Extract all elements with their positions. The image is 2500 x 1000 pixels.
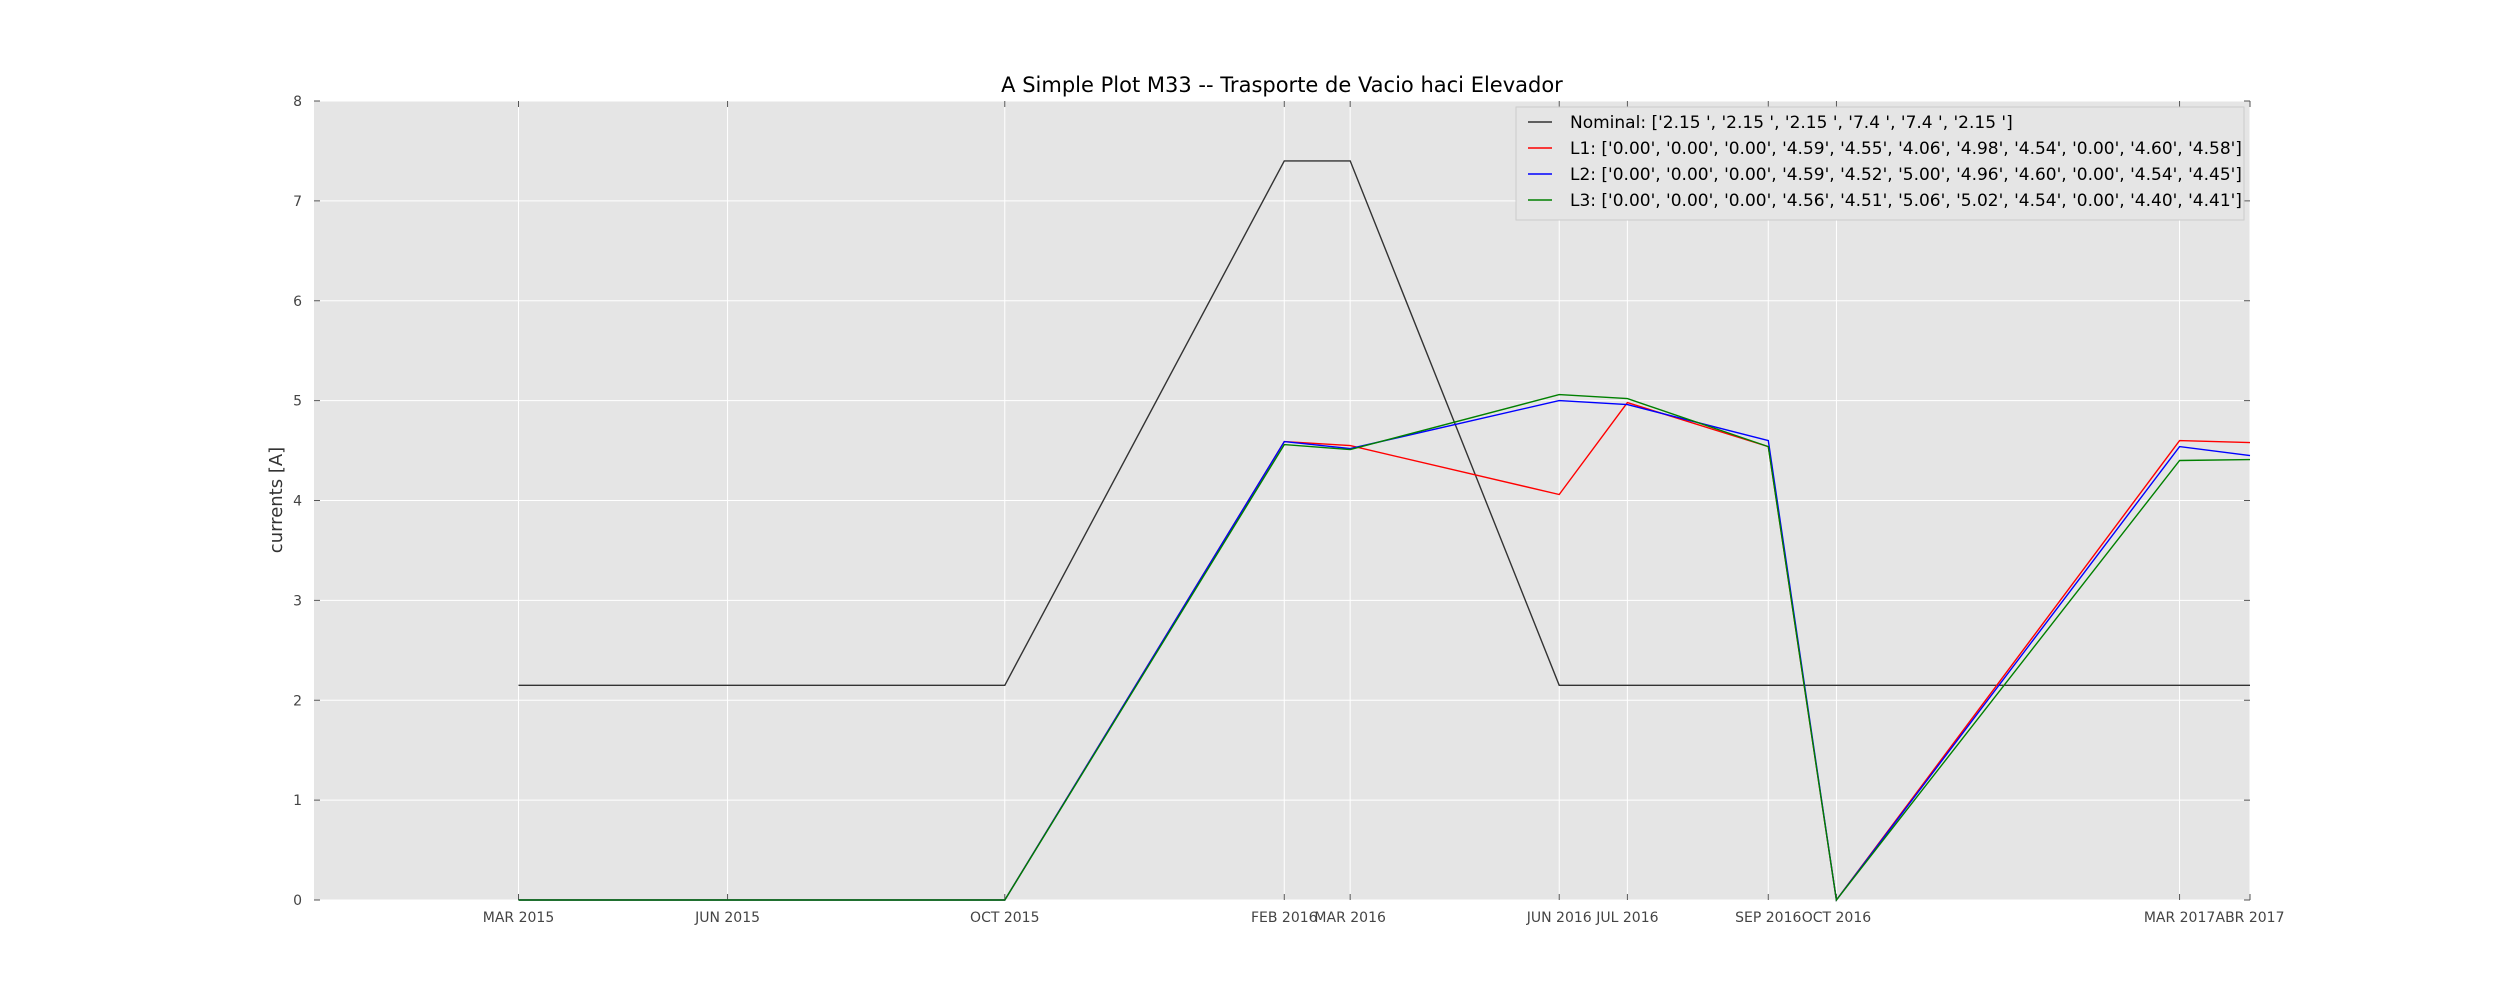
x-tick-label: OCT 2016 <box>1802 910 1872 926</box>
x-tick-label: MAR 2017 <box>2144 910 2215 926</box>
x-tick-label: FEB 2016 <box>1251 910 1318 926</box>
y-tick-label: 0 <box>293 893 302 909</box>
axis-ticks: 0 1 2 3 4 5 6 7 8 MAR 2015 JUN 2015 OCT 2015 FEB 201… <box>293 94 2284 926</box>
grid-lines <box>314 100 2251 901</box>
y-tick-label: 2 <box>293 693 302 709</box>
x-tick-label: JUN 2016 <box>1526 910 1592 926</box>
x-tick-label: JUN 2015 <box>694 910 760 926</box>
y-axis-title: currents [A] <box>266 447 287 553</box>
y-tick-label: 7 <box>293 194 302 210</box>
x-tick-label: JUL 2016 <box>1595 910 1658 926</box>
chart-title: A Simple Plot M33 -- Trasporte de Vacio … <box>1001 73 1563 97</box>
legend-box <box>1515 106 2245 221</box>
y-tick-label: 1 <box>293 793 302 809</box>
series-line-l3 <box>518 393 2251 902</box>
legend-entry: Nominal: ['2.15 ', '2.15 ', '2.15 ', '7.… <box>1570 113 2013 133</box>
x-tick-label: SEP 2016 <box>1735 910 1801 926</box>
legend-entry: L1: ['0.00', '0.00', '0.00', '4.59', '4.… <box>1570 139 2242 159</box>
x-tick-label: OCT 2015 <box>970 910 1039 926</box>
y-tick-label: 3 <box>293 593 302 609</box>
y-tick-label: 6 <box>293 294 302 310</box>
x-tick-label: ABR 2017 <box>2216 910 2285 926</box>
x-tick-label: MAR 2015 <box>483 910 554 926</box>
y-tick-label: 4 <box>293 494 302 510</box>
y-tick-label: 8 <box>293 94 302 110</box>
y-tick-label: 5 <box>293 394 302 410</box>
legend-entry: L3: ['0.00', '0.00', '0.00', '4.56', '4.… <box>1570 191 2242 211</box>
series-layer <box>518 160 2251 902</box>
legend: Nominal: ['2.15 ', '2.15 ', '2.15 ', '7.… <box>1515 106 2245 221</box>
series-line-nominal <box>518 160 2250 686</box>
x-tick-label: MAR 2016 <box>1314 910 1386 926</box>
legend-entry: L2: ['0.00', '0.00', '0.00', '4.59', '4.… <box>1570 165 2242 185</box>
